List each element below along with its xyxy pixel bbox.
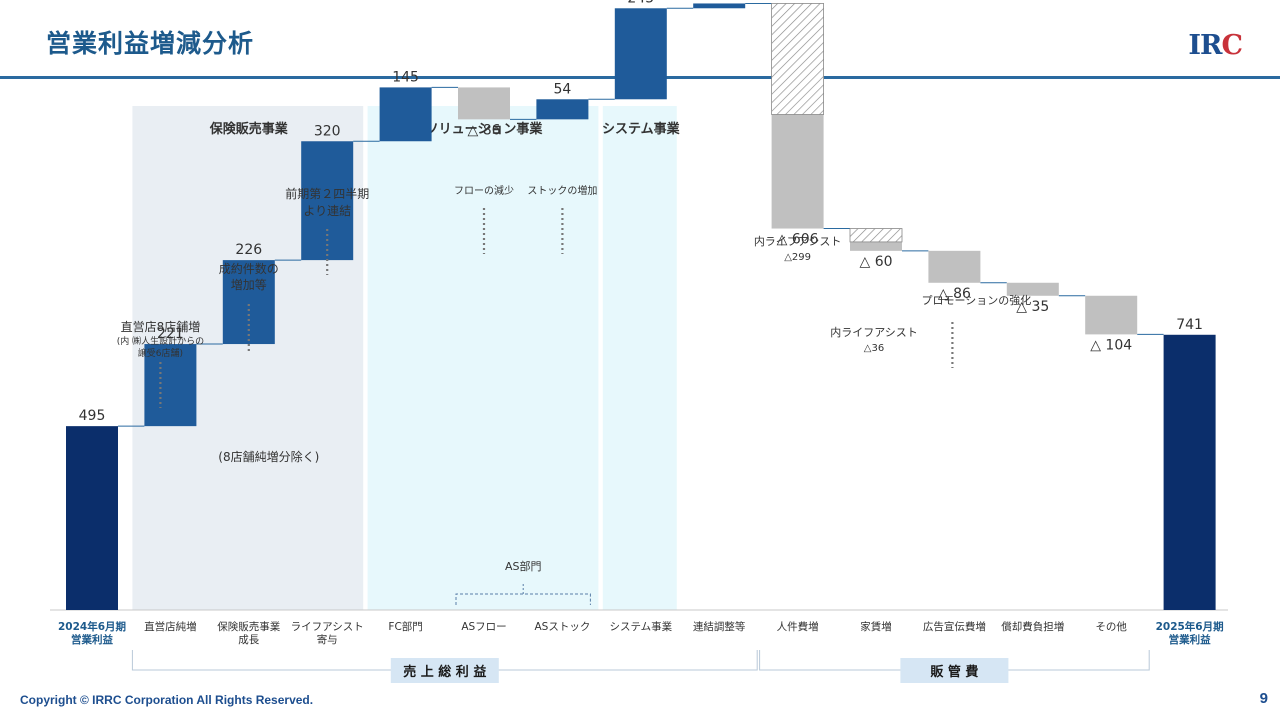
company-logo: IRC [1188, 30, 1243, 61]
group-label-box [390, 658, 499, 683]
data-label: 145 [392, 69, 419, 85]
data-label: △ 86 [467, 122, 500, 138]
data-label: 221 [157, 326, 184, 342]
annotation-text: 内ライフアシスト [754, 234, 842, 248]
category-label: ASストック [534, 621, 590, 633]
annotation-text: 直営店8店舗増 [121, 320, 201, 334]
category-label: 償却費負担増 [1001, 620, 1064, 633]
page-number: 9 [1259, 690, 1268, 707]
bar [458, 87, 510, 120]
annotation-text: より連結 [303, 204, 351, 218]
segment-band [602, 106, 677, 610]
category-label: 広告宣伝費増 [923, 620, 986, 633]
annotation-text: ストックの増加 [527, 184, 597, 197]
bar [1085, 295, 1138, 335]
category-label: 成長 [238, 634, 259, 646]
category-label: 直営店純増 [144, 620, 197, 633]
copyright-text: Copyright © IRRC Corporation All Rights … [20, 693, 314, 707]
subgroup-bracket [455, 593, 591, 605]
data-label: 741 [1176, 317, 1203, 333]
group-label: 売 上 総 利 益 [403, 664, 486, 680]
category-label: FC部門 [388, 620, 422, 633]
data-label: 54 [553, 81, 571, 97]
bar [614, 8, 667, 100]
group-label-box [900, 658, 1009, 683]
bar [66, 426, 118, 610]
data-label: △ 35 [1016, 299, 1049, 315]
annotation-text: 前期第２四半期 [285, 186, 369, 201]
bar-hatched-part [771, 3, 824, 115]
annotation-text: 増加等 [231, 278, 267, 292]
annotation-text: △36 [864, 343, 884, 354]
category-label: ライフアシスト [291, 621, 364, 633]
bar [379, 87, 432, 142]
group-label: 販 管 費 [930, 664, 978, 680]
data-label: △ 606 [777, 232, 819, 248]
annotation-text: 内ライフアシスト [830, 325, 918, 339]
data-label: △ 104 [1090, 337, 1132, 353]
category-label: システム事業 [609, 620, 672, 633]
data-label: 245 [627, 0, 654, 6]
bar [928, 250, 981, 283]
data-label: 495 [79, 408, 106, 424]
annotation-text: (8店舗純増分除く) [218, 449, 319, 464]
annotation-text: 成約件数の [219, 261, 279, 276]
bar [144, 344, 197, 427]
logo-main-text: IR [1188, 30, 1222, 61]
subgroup-label: AS部門 [505, 559, 542, 573]
annotation-text: (内 ㈱人生設計からの [117, 335, 204, 347]
page-title: 営業利益増減分析 [46, 29, 255, 58]
bar [1006, 282, 1059, 296]
data-label: 226 [235, 242, 262, 258]
data-label: △ 60 [859, 254, 892, 270]
bar [1163, 334, 1216, 610]
category-label: 営業利益 [1169, 633, 1211, 646]
annotation-text: △299 [784, 252, 811, 263]
segment-band [367, 106, 599, 610]
category-label: 保険販売事業 [217, 620, 280, 633]
category-label: 家賃増 [860, 620, 892, 633]
category-label: ASフロー [461, 621, 506, 633]
category-label: 2024年6月期 [58, 620, 126, 633]
category-label: 寄与 [317, 633, 338, 646]
data-label: 13 [710, 0, 728, 1]
category-label: 人件費増 [777, 620, 819, 633]
category-label: 2025年6月期 [1156, 620, 1224, 633]
category-label: その他 [1095, 620, 1127, 633]
logo-accent-text: C [1221, 30, 1243, 61]
category-label: 営業利益 [71, 633, 113, 646]
bar [536, 99, 589, 120]
data-label: 320 [314, 123, 341, 139]
annotation-text: フローの減少 [454, 184, 514, 197]
annotation-text: 譲受6店舗) [138, 347, 183, 359]
bar-hatched-part [849, 228, 903, 243]
annotation-text: プロモーションの強化 [922, 293, 1032, 307]
segment-label: システム事業 [602, 121, 681, 137]
segment-label: 保険販売事業 [209, 121, 289, 137]
category-label: 連結調整等 [693, 620, 746, 633]
bar [693, 3, 746, 9]
data-label: △ 86 [938, 286, 971, 302]
segment-label: ソリューション事業 [426, 121, 544, 137]
